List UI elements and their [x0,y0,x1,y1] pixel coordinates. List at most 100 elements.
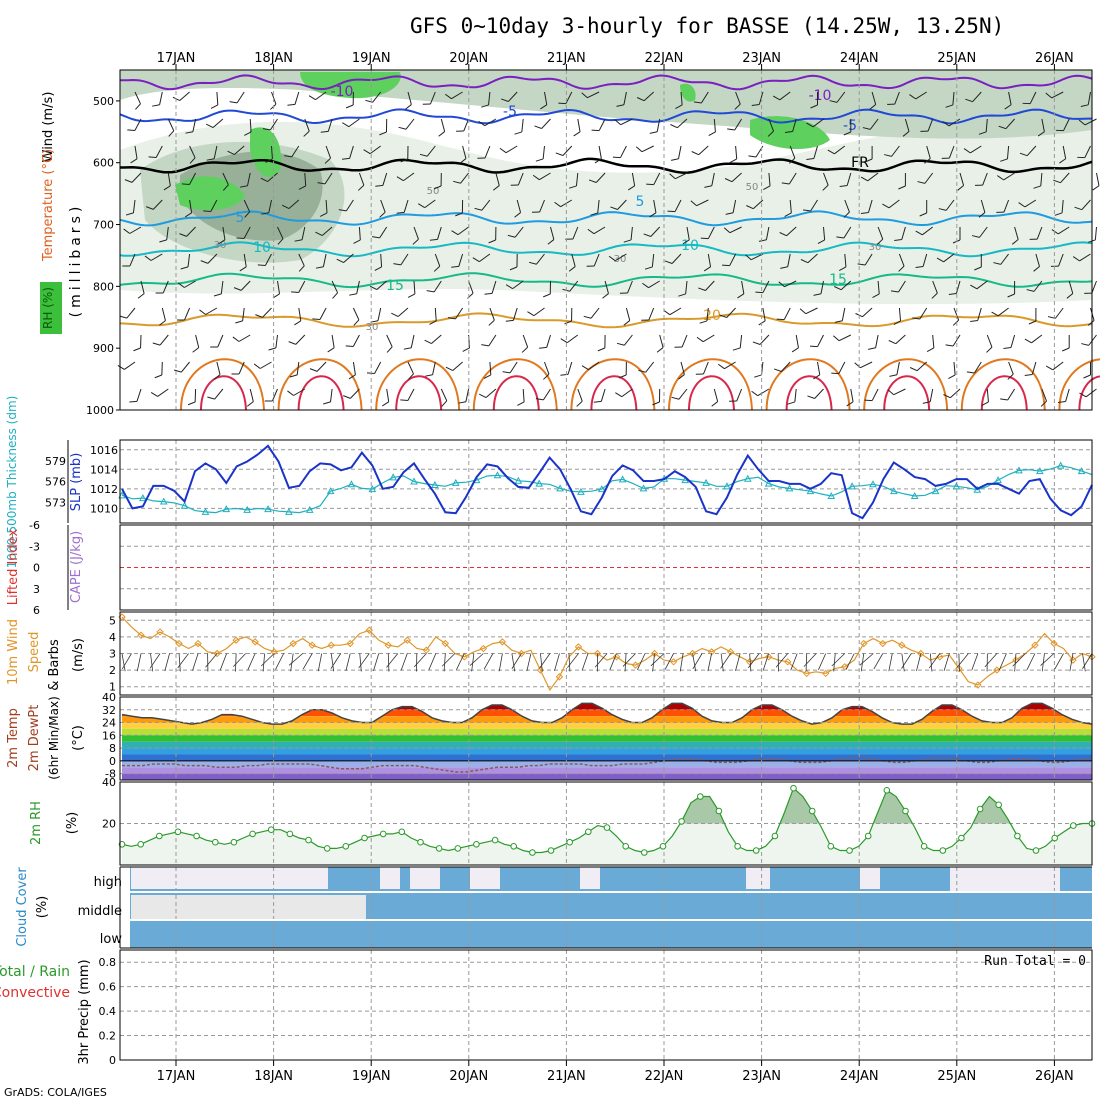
wind-speed-point [822,669,830,678]
surface-wind-barb [929,653,933,672]
thickness-point [389,473,398,481]
upper-wind-barb [261,199,272,215]
surface-wind-barb [831,653,846,667]
cloud-high-clear [860,867,880,889]
surface-wind-barb [749,653,752,672]
rh-2m-point [958,834,965,842]
thickness-point [618,475,627,483]
rh-2m-point [697,793,704,800]
upper-wind-barb [670,118,688,129]
upper-wind-barb [576,388,583,407]
temp-contour-30 [688,375,735,411]
date-label-top: 21JAN [547,51,586,66]
rh-2m-point [529,849,536,856]
upper-wind-barb [210,91,219,109]
cloud-middle-clear [131,895,366,920]
temp-contour-line [119,210,1093,227]
slp-tick-label: 1012 [90,483,118,496]
rh-shade-dark [180,151,323,241]
upper-wind-barb [483,361,492,379]
upper-wind-barb [723,226,742,234]
upper-wind-barb [864,146,873,163]
upper-wind-barb [581,91,600,99]
thickness-point [577,487,585,495]
wind-speed-point [688,649,697,658]
rh-2m-ylabel-unit: (%) [65,812,80,835]
surface-wind-barb [443,653,446,672]
rh-2m-point [939,847,947,854]
upper-wind-barb [539,334,551,349]
upper-wind-barb [729,388,743,402]
upper-wind-barb [1007,361,1014,380]
upper-wind-barb [155,280,169,294]
upper-wind-barb [543,280,551,298]
surface-wind-barb [413,653,427,668]
upper-wind-barb [872,280,880,298]
rh-2m-point [864,832,872,840]
upper-wind-barb [474,199,491,211]
surface-wind-barb [262,653,266,672]
surface-wind-barb [999,653,1007,671]
temp-contour-25 [472,358,558,411]
upper-wind-barb [272,280,281,299]
upper-wind-barb [372,226,388,239]
upper-wind-barb [745,253,764,261]
surface-wind-barb [652,653,655,672]
upper-wind-barb [678,280,688,297]
thickness-point [1036,467,1044,475]
upper-wind-barb [159,307,166,326]
upper-wind-barb [206,145,218,161]
rh-contour-label: 30 [869,242,882,253]
upper-wind-barb [403,334,415,350]
cloud-high-clear [580,867,600,889]
wind-speed-point [403,636,412,644]
upper-wind-barb [532,199,545,213]
upper-wind-barb [1019,145,1037,157]
wind-speed-point [422,646,431,654]
thickness-point [326,487,335,495]
surface-wind-barb [539,653,551,669]
slp-panel-frame [119,439,1093,524]
upper-wind-barb [868,334,879,350]
precip-tick-label: 0.6 [99,981,117,994]
surface-wind-barb [219,653,227,671]
temp-contour-label: 10 [253,240,271,256]
thickness-point [952,482,961,490]
date-label-top: 22JAN [645,51,684,66]
upper-wind-barb [505,307,518,322]
temp-contour-label: -10 [331,84,354,100]
upper-wind-barb [833,334,852,342]
surface-wind-barb [888,653,893,672]
surface-wind-barb [984,653,998,668]
upper-wind-barb [287,388,306,396]
wind-speed-point [669,658,678,666]
surface-wind-barb [275,653,285,670]
upper-wind-barb [453,172,469,184]
temp-contour-25 [180,358,265,411]
wind-speed-point [764,653,773,661]
upper-air-frame [119,69,1093,411]
upper-wind-barb [966,361,982,374]
upper-wind-barb [942,118,961,127]
upper-wind-barb [675,91,683,109]
upper-wind-barb [535,388,551,401]
wind-speed-point [974,681,982,689]
upper-wind-barb [199,307,218,315]
rh-panel-frame [119,781,1093,866]
date-label-bottom: 21JAN [547,1069,586,1084]
upper-wind-barb [641,307,655,321]
temp-contour-30 [395,375,443,411]
upper-wind-barb [391,307,409,317]
temp-color-band [122,722,1092,729]
upper-wind-barb [594,145,602,164]
surface-wind-barb [260,653,275,667]
thickness-point [973,485,982,493]
date-label-top: 25JAN [937,51,976,66]
upper-wind-barb [615,388,633,398]
date-label-bottom: 26JAN [1035,1069,1074,1084]
upper-wind-barb [737,280,745,299]
surface-wind-barb [526,653,532,672]
upper-wind-barb [616,334,633,346]
upper-wind-barb [573,118,581,137]
upper-wind-barb [829,91,846,103]
